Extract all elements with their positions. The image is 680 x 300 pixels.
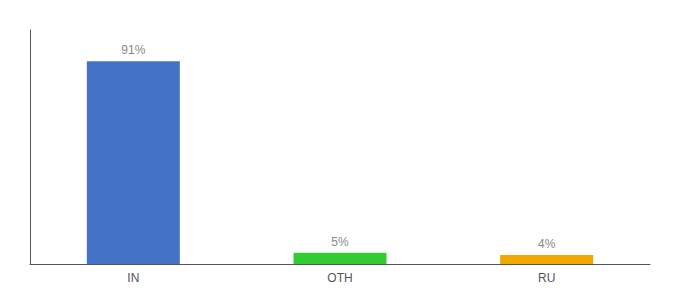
svg-text:91%: 91% <box>121 43 145 57</box>
svg-text:OTH: OTH <box>327 271 352 285</box>
svg-text:IN: IN <box>127 271 139 285</box>
svg-text:4%: 4% <box>538 237 556 251</box>
svg-text:RU: RU <box>538 271 555 285</box>
svg-text:5%: 5% <box>331 235 349 249</box>
